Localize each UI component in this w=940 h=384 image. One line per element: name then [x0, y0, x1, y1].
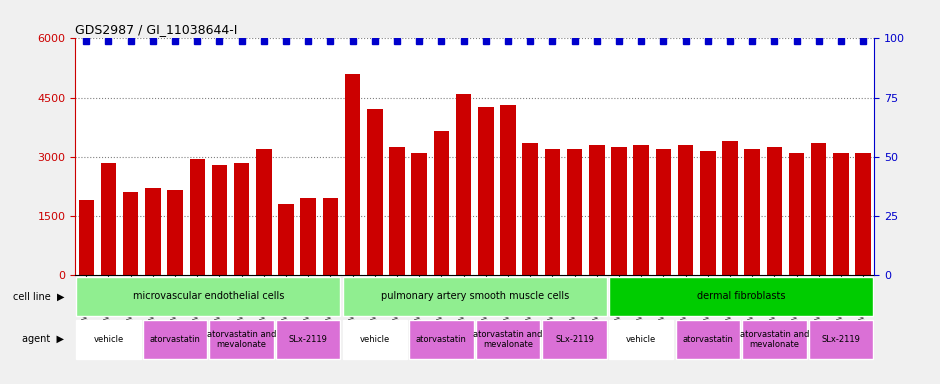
Bar: [589, 145, 604, 275]
FancyBboxPatch shape: [210, 320, 274, 359]
Bar: [722, 141, 738, 275]
Bar: [811, 143, 826, 275]
Text: microvascular endothelial cells: microvascular endothelial cells: [133, 291, 284, 301]
Text: atorvastatin: atorvastatin: [682, 335, 733, 344]
Bar: [611, 147, 627, 275]
Bar: [500, 106, 516, 275]
Text: atorvastatin and
mevalonate: atorvastatin and mevalonate: [207, 330, 276, 349]
Text: vehicle: vehicle: [93, 335, 124, 344]
Bar: [101, 162, 117, 275]
Bar: [456, 94, 471, 275]
Text: SLx-2119: SLx-2119: [822, 335, 860, 344]
Text: agent  ▶: agent ▶: [23, 334, 64, 344]
Bar: [678, 145, 694, 275]
Bar: [278, 204, 294, 275]
Bar: [367, 109, 383, 275]
Bar: [766, 147, 782, 275]
FancyBboxPatch shape: [76, 277, 340, 316]
Bar: [79, 200, 94, 275]
Bar: [301, 198, 316, 275]
FancyBboxPatch shape: [609, 320, 673, 359]
Bar: [256, 149, 272, 275]
FancyBboxPatch shape: [676, 320, 740, 359]
Bar: [412, 153, 427, 275]
Bar: [833, 153, 849, 275]
FancyBboxPatch shape: [808, 320, 873, 359]
Text: vehicle: vehicle: [626, 335, 656, 344]
Bar: [345, 74, 360, 275]
Text: cell line  ▶: cell line ▶: [12, 291, 64, 301]
Bar: [567, 149, 583, 275]
FancyBboxPatch shape: [76, 320, 141, 359]
Text: SLx-2119: SLx-2119: [556, 335, 594, 344]
Bar: [167, 190, 183, 275]
Bar: [655, 149, 671, 275]
FancyBboxPatch shape: [743, 320, 807, 359]
Bar: [212, 165, 227, 275]
Bar: [855, 153, 870, 275]
Bar: [478, 108, 494, 275]
Bar: [322, 198, 338, 275]
Text: atorvastatin and
mevalonate: atorvastatin and mevalonate: [740, 330, 809, 349]
Bar: [145, 188, 161, 275]
FancyBboxPatch shape: [476, 320, 540, 359]
FancyBboxPatch shape: [276, 320, 340, 359]
Bar: [700, 151, 715, 275]
Bar: [789, 153, 805, 275]
Bar: [433, 131, 449, 275]
Text: pulmonary artery smooth muscle cells: pulmonary artery smooth muscle cells: [381, 291, 569, 301]
FancyBboxPatch shape: [143, 320, 207, 359]
Text: atorvastatin and
mevalonate: atorvastatin and mevalonate: [474, 330, 542, 349]
FancyBboxPatch shape: [409, 320, 474, 359]
Bar: [634, 145, 649, 275]
Bar: [744, 149, 760, 275]
FancyBboxPatch shape: [343, 320, 407, 359]
FancyBboxPatch shape: [609, 277, 873, 316]
FancyBboxPatch shape: [343, 277, 606, 316]
Bar: [544, 149, 560, 275]
Text: GDS2987 / GI_11038644-I: GDS2987 / GI_11038644-I: [75, 23, 238, 36]
Text: dermal fibroblasts: dermal fibroblasts: [697, 291, 785, 301]
Bar: [234, 162, 249, 275]
Bar: [389, 147, 405, 275]
FancyBboxPatch shape: [542, 320, 606, 359]
Text: SLx-2119: SLx-2119: [289, 335, 328, 344]
Text: atorvastatin: atorvastatin: [149, 335, 200, 344]
Text: atorvastatin: atorvastatin: [416, 335, 467, 344]
Bar: [523, 143, 538, 275]
Bar: [123, 192, 138, 275]
Bar: [190, 159, 205, 275]
Text: vehicle: vehicle: [360, 335, 390, 344]
